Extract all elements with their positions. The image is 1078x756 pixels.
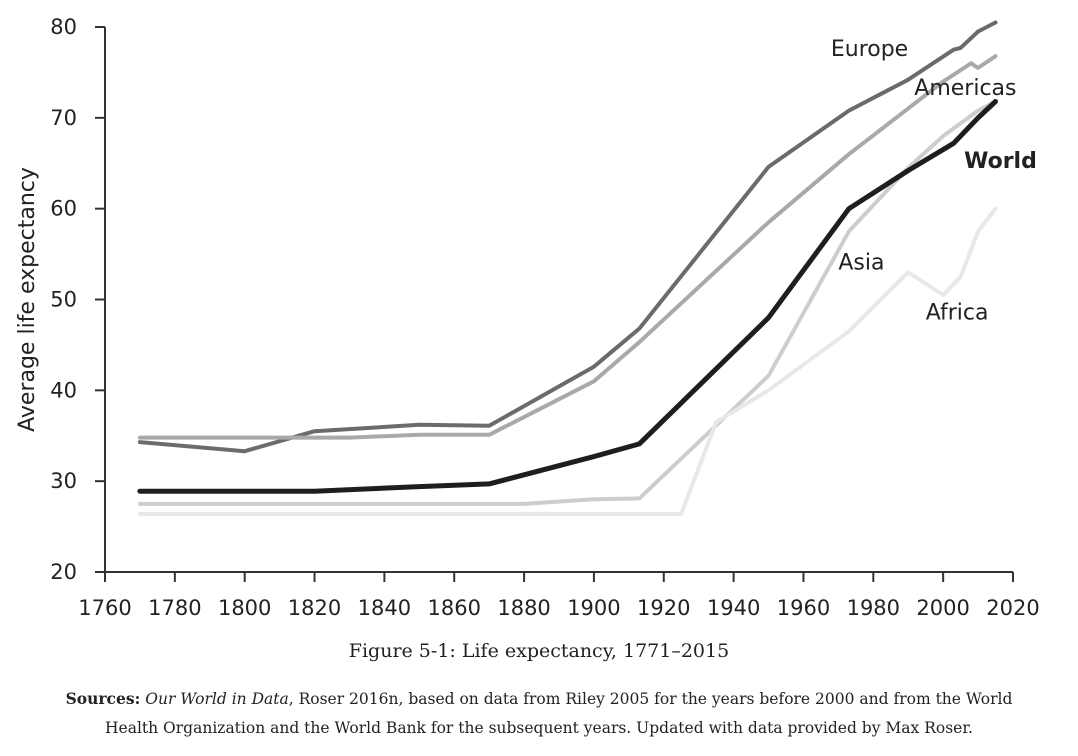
series-lines [137,20,998,516]
series-label-asia: Asia [838,251,884,276]
x-tick-label: 1940 [707,596,760,620]
y-tick-label: 50 [50,288,77,312]
y-tick-label: 30 [50,469,77,493]
series-line-asia [137,99,998,506]
sources-label: Sources: [65,689,141,708]
x-tick-label: 1820 [288,596,341,620]
y-tick-label: 40 [50,378,77,402]
series-label-world: World [964,149,1037,174]
life-expectancy-chart: 20 30 40 50 60 70 80 1760 1780 1800 1820 1840 1860 18… [15,15,1040,620]
series-label-americas: Americas [914,76,1016,101]
series-label-europe: Europe [831,37,908,62]
x-tick-label: 1900 [567,596,620,620]
series-line-world [137,99,998,494]
axes: 20 30 40 50 60 70 80 1760 1780 1800 1820 1840 1860 18… [15,15,1040,620]
sources-text: , Roser 2016n, based on data from Riley … [105,690,1013,737]
x-tick-label: 1840 [358,596,411,620]
x-tick-label: 1800 [218,596,271,620]
y-tick-label: 70 [50,106,77,130]
sources-italic: Our World in Data [145,690,289,708]
sources-note: Sources: Our World in Data, Roser 2016n,… [0,684,1078,743]
x-tick-label: 1960 [777,596,830,620]
y-tick-label: 60 [50,197,77,221]
y-tick-label: 80 [50,15,77,39]
series-line-africa [137,206,998,516]
x-tick-label: 1980 [847,596,900,620]
series-line-europe [137,20,998,454]
y-tick-label: 20 [50,560,77,584]
x-tick-label: 1780 [148,596,201,620]
y-axis-label: Average life expectancy [15,167,40,432]
series-label-africa: Africa [926,300,989,325]
x-tick-label: 2000 [916,596,969,620]
series-line-americas [137,54,998,440]
figure-caption: Figure 5-1: Life expectancy, 1771–2015 [348,640,730,662]
x-tick-label: 1760 [78,596,131,620]
x-tick-label: 1880 [497,596,550,620]
x-tick-label: 1860 [428,596,481,620]
x-tick-label: 2020 [986,596,1039,620]
x-tick-label: 1920 [637,596,690,620]
